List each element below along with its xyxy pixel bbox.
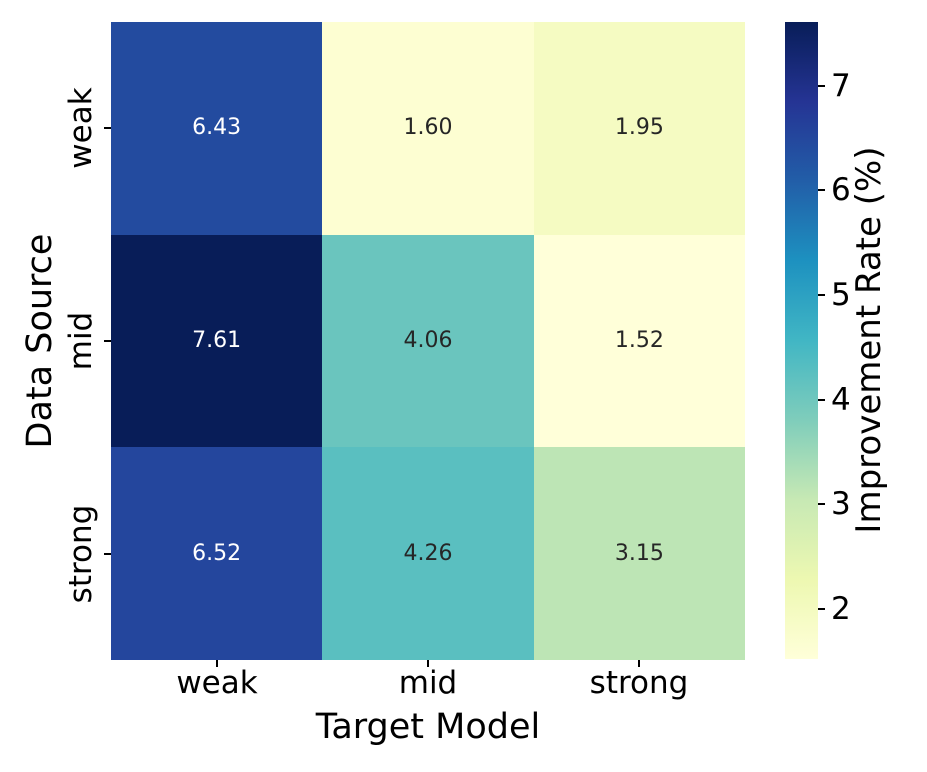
x-axis-label: Target Model	[315, 707, 541, 747]
y-tick-label-mid: mid	[63, 311, 99, 371]
colorbar-tick-mark	[818, 608, 825, 610]
y-axis-label: Data Source	[20, 233, 60, 449]
cell-value: 4.06	[403, 327, 453, 353]
heatmap-cell-mid-weak: 7.61	[111, 234, 323, 448]
cell-value: 1.60	[403, 115, 453, 141]
colorbar-tick-mark	[818, 503, 825, 505]
heatmap-cell-weak-mid: 1.60	[322, 22, 534, 235]
heatmap-cell-strong-strong: 3.15	[533, 447, 745, 660]
cell-value: 3.15	[614, 540, 664, 566]
colorbar-tick-label-4: 4	[831, 382, 851, 418]
y-tick-label-strong: strong	[63, 504, 99, 604]
cell-value: 4.26	[403, 540, 453, 566]
y-tick-mark	[104, 340, 111, 342]
colorbar-gradient	[785, 22, 818, 659]
colorbar-tick-label-3: 3	[831, 486, 851, 522]
y-tick-mark	[104, 553, 111, 555]
heatmap-cell-mid-strong: 1.52	[533, 234, 745, 448]
colorbar-tick-mark	[818, 85, 825, 87]
heatmap-cell-weak-weak: 6.43	[111, 22, 323, 235]
y-tick-label-weak: weak	[63, 87, 99, 169]
x-tick-label-mid: mid	[398, 665, 458, 701]
x-tick-label-weak: weak	[176, 665, 258, 701]
y-tick-mark	[104, 127, 111, 129]
x-tick-mark	[216, 660, 218, 667]
cell-value: 1.95	[614, 115, 664, 141]
cell-value: 7.61	[192, 327, 242, 353]
colorbar-tick-mark	[818, 294, 825, 296]
cell-value: 1.52	[614, 327, 664, 353]
cell-value: 6.52	[192, 540, 242, 566]
x-tick-mark	[638, 660, 640, 667]
colorbar-tick-mark	[818, 399, 825, 401]
x-tick-label-strong: strong	[589, 665, 689, 701]
heatmap-grid: 6.43 1.60 1.95 7.61 4.06 1.52 6.52 4.26 …	[111, 22, 745, 660]
x-tick-mark	[427, 660, 429, 667]
colorbar-tick-label-6: 6	[831, 172, 851, 208]
heatmap-cell-strong-weak: 6.52	[111, 447, 323, 660]
heatmap-cell-mid-mid: 4.06	[322, 234, 534, 448]
colorbar-axis-label: Improvement Rate (%)	[849, 146, 889, 534]
colorbar-tick-label-5: 5	[831, 277, 851, 313]
cell-value: 6.43	[192, 115, 242, 141]
heatmap-cell-weak-strong: 1.95	[533, 22, 745, 235]
colorbar-tick-mark	[818, 189, 825, 191]
heatmap-cell-strong-mid: 4.26	[322, 447, 534, 660]
colorbar-tick-label-2: 2	[831, 591, 851, 627]
colorbar-tick-label-7: 7	[831, 68, 851, 104]
